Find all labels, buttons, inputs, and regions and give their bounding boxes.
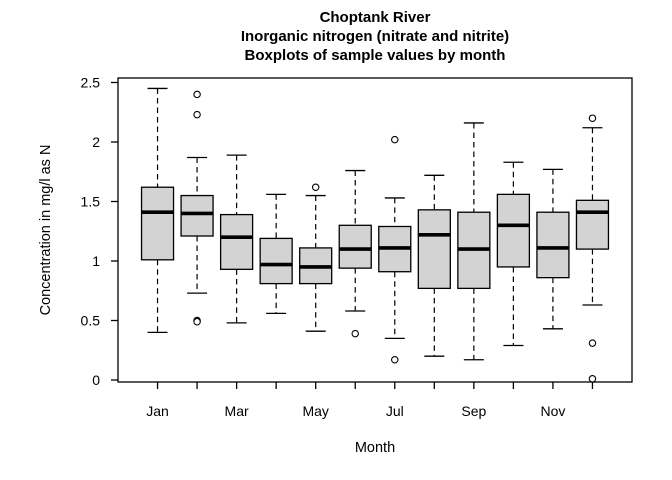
iqr-box: [536, 211, 570, 279]
outlier-point: [351, 329, 359, 338]
outlier-point: [391, 135, 399, 144]
iqr-box: [496, 193, 531, 268]
iqr-box: [417, 209, 451, 290]
x-tick-label: Jan: [146, 403, 169, 419]
chart-title-line-2: Inorganic nitrogen (nitrate and nitrite): [240, 28, 510, 45]
boxplot-sep: [457, 122, 491, 361]
iqr-box: [575, 199, 610, 250]
x-tick-label: Sep: [461, 403, 486, 419]
iqr-box: [219, 213, 254, 270]
chart-title-line-1: Choptank River: [319, 9, 431, 26]
x-tick-label: Nov: [540, 403, 565, 419]
boxplot-apr: [259, 193, 293, 315]
outlier-point: [193, 110, 201, 119]
x-tick-label: Jul: [386, 403, 404, 419]
boxplot-may: [299, 183, 333, 332]
outlier-point: [588, 114, 597, 122]
plot-frame: [117, 77, 633, 383]
boxplot-aug: [417, 174, 451, 357]
iqr-box: [259, 237, 293, 285]
boxplot-dec: [575, 114, 610, 383]
outlier-point: [311, 183, 320, 191]
y-tick-label: 2: [92, 134, 100, 150]
y-tick-label: 1: [92, 253, 100, 269]
y-tick-label: 1.5: [81, 194, 101, 210]
chart-title: Choptank River Inorganic nitrogen (nitra…: [118, 8, 632, 65]
boxplot-nov: [536, 168, 570, 330]
boxplot-jun: [338, 169, 372, 338]
outlier-point: [588, 375, 597, 383]
boxplot-jul: [378, 135, 412, 364]
outlier-point: [588, 339, 597, 347]
x-axis-title: Month: [354, 440, 396, 456]
boxplot-mar: [219, 154, 254, 324]
x-tick-label: May: [302, 403, 328, 419]
chart-title-line-3: Boxplots of sample values by month: [244, 47, 506, 64]
boxplot-feb: [180, 90, 214, 326]
y-tick-label: 2.5: [81, 75, 101, 91]
y-tick-label: 0: [92, 372, 100, 388]
iqr-box: [140, 186, 175, 261]
boxplot-oct: [496, 161, 531, 347]
iqr-box: [338, 224, 372, 269]
outlier-point: [391, 356, 399, 364]
outlier-point: [193, 90, 201, 99]
boxplot-jan: [140, 87, 175, 334]
x-tick-label: Mar: [225, 403, 249, 419]
outlier-point: [193, 317, 201, 326]
y-tick-label: 0.5: [81, 313, 101, 329]
iqr-box: [180, 194, 214, 237]
y-axis-title: Concentration in mg/l as N: [38, 144, 54, 316]
